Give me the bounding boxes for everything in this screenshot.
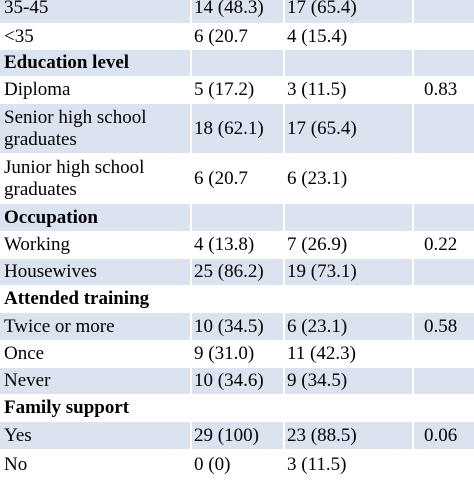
group1-value: 10 (34.6) [194, 370, 264, 391]
section-label: Attended training [4, 288, 150, 309]
row-label: Twice or more [4, 315, 115, 337]
row-label: Never [4, 370, 51, 391]
group1-value: 14 (48.3) [194, 0, 264, 18]
group1-value: 10 (34.5) [194, 315, 264, 337]
group1-value: 25 (86.2) [194, 261, 264, 282]
p-value [424, 341, 474, 367]
table-row: Once 9 (31.0) 11 (42.3) [0, 341, 474, 368]
p-value: 0.22 [424, 234, 458, 255]
section-header-row: Attended training [0, 286, 474, 313]
section-label: Family support [4, 397, 130, 418]
group1-value: 0 (0) [194, 453, 231, 475]
section-header-row: Occupation [0, 204, 474, 232]
group2-value [287, 395, 407, 421]
row-label: 35-45 [4, 0, 49, 18]
table-row: Twice or more 10 (34.5) 6 (23.1) 0.58 [0, 313, 474, 341]
group1-value: 4 (13.8) [194, 234, 255, 255]
row-label: Working [4, 234, 71, 255]
p-value: 0.58 [424, 315, 458, 337]
row-label: Senior high school graduates [4, 106, 147, 150]
group2-value: 9 (34.5) [287, 370, 348, 391]
group2-value: 17 (65.4) [287, 117, 357, 139]
table-row: 35-45 14 (48.3) 17 (65.4) [0, 0, 474, 24]
group1-value: 5 (17.2) [194, 79, 255, 100]
group2-value: 4 (15.4) [287, 25, 348, 47]
section-label: Education level [4, 52, 130, 73]
group1-value [194, 204, 290, 231]
row-label: Yes [4, 424, 32, 446]
group2-value: 17 (65.4) [287, 0, 357, 18]
p-value: 0.06 [424, 424, 458, 446]
group1-value: 29 (100) [194, 424, 259, 446]
group2-value [287, 50, 407, 76]
group2-value: 6 (23.1) [287, 167, 348, 189]
p-value [424, 0, 474, 23]
row-label: <35 [4, 25, 34, 47]
group2-value: 6 (23.1) [287, 315, 348, 337]
p-value [424, 24, 474, 49]
group2-value: 3 (11.5) [287, 79, 347, 100]
p-value [424, 368, 474, 394]
p-value: 0.83 [424, 79, 458, 100]
section-label: Occupation [4, 206, 98, 228]
p-value [424, 450, 474, 479]
group1-value [194, 395, 290, 421]
p-value [424, 104, 474, 153]
group2-value: 7 (26.9) [287, 234, 348, 255]
column-divider [283, 0, 285, 474]
group2-value: 11 (42.3) [287, 343, 356, 364]
table-row: Working 4 (13.8) 7 (26.9) 0.22 [0, 232, 474, 259]
group2-value: 3 (11.5) [287, 453, 347, 475]
group2-value: 23 (88.5) [287, 424, 357, 446]
row-label: Diploma [4, 79, 71, 100]
row-label: No [4, 453, 28, 475]
column-divider [190, 0, 192, 474]
table-row: Never 10 (34.6) 9 (34.5) [0, 368, 474, 395]
p-value [424, 204, 474, 231]
p-value [424, 154, 474, 203]
row-label: Junior high school graduates [4, 156, 145, 200]
p-value [424, 286, 474, 312]
group2-value [287, 204, 407, 231]
p-value [424, 50, 474, 76]
p-value [424, 395, 474, 421]
table-row: Senior high school graduates 18 (62.1) 17 … [0, 104, 474, 154]
group1-value: 6 (20.7 [194, 167, 248, 189]
p-value [424, 259, 474, 285]
table-row: Diploma 5 (17.2) 3 (11.5) 0.83 [0, 77, 474, 104]
table-row: Housewives 25 (86.2) 19 (73.1) [0, 259, 474, 286]
group1-value: 9 (31.0) [194, 343, 255, 364]
group1-value [194, 286, 290, 312]
section-header-row: Family support [0, 395, 474, 422]
table-row: Junior high school graduates 6 (20.7 6 (23… [0, 154, 474, 204]
column-divider [412, 0, 414, 474]
table-row: No 0 (0) 3 (11.5) [0, 450, 474, 480]
row-label: Once [4, 343, 45, 364]
group1-value [194, 50, 290, 76]
table-row: <35 6 (20.7 4 (15.4) [0, 24, 474, 50]
group1-value: 18 (62.1) [194, 117, 264, 139]
group2-value: 19 (73.1) [287, 261, 357, 282]
section-header-row: Education level [0, 50, 474, 77]
row-label: Housewives [4, 261, 97, 282]
group2-value [287, 286, 407, 312]
table-row: Yes 29 (100) 23 (88.5) 0.06 [0, 422, 474, 450]
group1-value: 6 (20.7 [194, 25, 248, 47]
